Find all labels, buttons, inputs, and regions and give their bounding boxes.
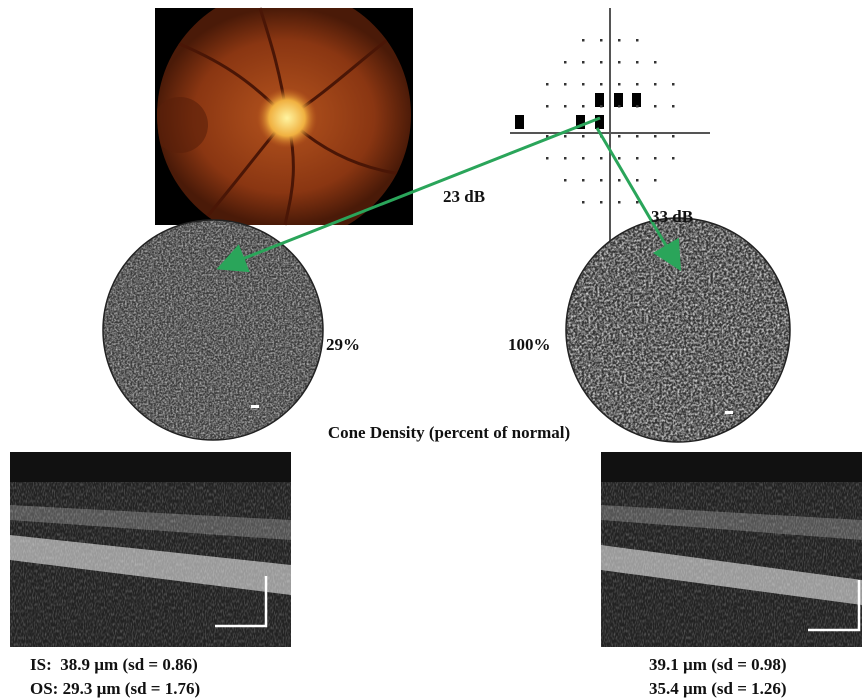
test-point [618, 157, 621, 160]
test-point [654, 157, 657, 160]
test-point [564, 61, 567, 64]
test-point [564, 83, 567, 86]
measurement: IS: 38.9 µm (sd = 0.86) [30, 655, 198, 674]
test-point [654, 135, 657, 138]
test-point [600, 157, 603, 160]
measurement: OS: 29.3 µm (sd = 1.76) [30, 679, 200, 698]
test-point [564, 179, 567, 182]
measurement: 39.1 µm (sd = 0.98) [649, 655, 787, 674]
test-point [618, 179, 621, 182]
test-point [636, 61, 639, 64]
test-point [672, 135, 675, 138]
test-point [600, 105, 603, 108]
test-point [672, 105, 675, 108]
test-point [600, 83, 603, 86]
test-point [582, 201, 585, 204]
test-point [582, 61, 585, 64]
oct-right [601, 452, 862, 647]
measurement: 35.4 µm (sd = 1.26) [649, 679, 787, 698]
figure: 23 dB 33 dB 29% 100% Cone Density (perce… [0, 0, 865, 698]
test-point [546, 157, 549, 160]
test-point [618, 61, 621, 64]
sensitivity-label: 23 dB [443, 187, 485, 206]
test-point [636, 201, 639, 204]
test-point [636, 105, 639, 108]
density-caption: Cone Density (percent of normal) [328, 423, 570, 442]
test-point [600, 61, 603, 64]
test-point [582, 83, 585, 86]
test-point [600, 201, 603, 204]
test-point [600, 39, 603, 42]
test-point [618, 201, 621, 204]
test-point [636, 179, 639, 182]
test-point [636, 135, 639, 138]
oct-left [10, 452, 291, 647]
cone-mosaic-left [100, 218, 326, 442]
test-point [564, 135, 567, 138]
test-point [582, 39, 585, 42]
cone-mosaic-right [564, 216, 792, 444]
test-point [636, 39, 639, 42]
test-point [636, 83, 639, 86]
test-point [582, 157, 585, 160]
test-point [546, 105, 549, 108]
test-point [546, 83, 549, 86]
test-point [636, 157, 639, 160]
test-point [672, 157, 675, 160]
test-point [672, 83, 675, 86]
test-point [564, 105, 567, 108]
test-point [654, 105, 657, 108]
test-point [618, 105, 621, 108]
test-point [582, 135, 585, 138]
test-point [654, 179, 657, 182]
sensitivity-label: 33 dB [651, 207, 693, 226]
test-point [618, 83, 621, 86]
density-label: 100% [508, 335, 551, 354]
density-label: 29% [326, 335, 360, 354]
test-point [618, 135, 621, 138]
test-point [582, 105, 585, 108]
test-point [600, 179, 603, 182]
test-point [654, 61, 657, 64]
fundus-photo [152, 8, 413, 225]
test-point [582, 179, 585, 182]
test-point [654, 83, 657, 86]
test-point [618, 39, 621, 42]
test-point [564, 157, 567, 160]
